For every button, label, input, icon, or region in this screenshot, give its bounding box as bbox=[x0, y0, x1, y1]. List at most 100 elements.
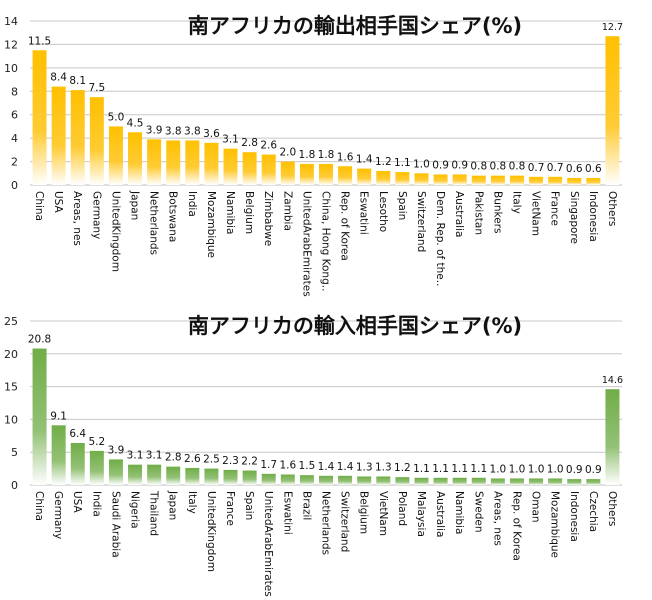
category-label: Japan bbox=[129, 190, 141, 220]
data-label: 1.1 bbox=[413, 463, 430, 475]
category-label: Czechia bbox=[587, 491, 599, 532]
export-bar bbox=[471, 175, 486, 185]
y-tick-label: 2 bbox=[11, 156, 18, 169]
export-bar bbox=[395, 172, 410, 185]
category-label: India bbox=[186, 191, 198, 217]
export-bar bbox=[376, 170, 391, 185]
export-bar bbox=[280, 161, 295, 185]
category-label: Switzerland bbox=[339, 491, 351, 552]
data-label: 1.4 bbox=[356, 154, 373, 166]
y-tick-label: 0 bbox=[11, 479, 18, 492]
data-label: 1.6 bbox=[337, 151, 354, 163]
category-label: UnitedArabEmirates bbox=[262, 491, 274, 597]
category-label: Indonesia bbox=[587, 191, 599, 242]
import-bar bbox=[108, 459, 123, 485]
category-label: France bbox=[549, 191, 561, 226]
data-label: 9.1 bbox=[50, 410, 67, 422]
data-label: 2.8 bbox=[165, 452, 182, 464]
data-label: 1.1 bbox=[432, 463, 449, 475]
export-bar bbox=[32, 50, 47, 186]
data-label: 8.4 bbox=[50, 72, 67, 84]
export-bar bbox=[357, 168, 372, 185]
import-bar bbox=[319, 475, 333, 485]
data-label: 0.8 bbox=[490, 161, 507, 173]
export-bar bbox=[185, 140, 200, 185]
export-bar bbox=[223, 148, 238, 185]
data-label: 0.7 bbox=[547, 162, 564, 174]
data-label: 2.5 bbox=[203, 454, 220, 466]
export-bar bbox=[548, 176, 563, 185]
export-bar bbox=[51, 86, 66, 185]
category-label: Sweden bbox=[472, 491, 484, 533]
export-bar bbox=[70, 90, 85, 185]
category-label: India bbox=[90, 491, 102, 517]
data-label: 6.4 bbox=[69, 428, 86, 440]
data-label: 7.5 bbox=[88, 82, 105, 94]
data-label: 3.1 bbox=[146, 450, 163, 462]
data-label: 0.9 bbox=[432, 159, 449, 171]
data-label: 2.3 bbox=[222, 455, 239, 467]
export-bar bbox=[567, 177, 582, 185]
category-label: Lesotho bbox=[377, 191, 389, 232]
export-bar bbox=[319, 163, 333, 185]
category-label: France bbox=[224, 491, 236, 526]
data-label: 11.5 bbox=[28, 35, 51, 47]
y-tick-label: 4 bbox=[11, 132, 18, 145]
data-label: 0.9 bbox=[566, 464, 583, 476]
export-bar bbox=[586, 177, 601, 185]
data-label: 1.8 bbox=[299, 149, 316, 161]
export-bar bbox=[529, 176, 544, 185]
export-bar bbox=[128, 132, 143, 185]
data-label: 1.1 bbox=[451, 463, 468, 475]
category-label: Switzerland bbox=[415, 191, 427, 252]
data-label: 12.7 bbox=[602, 22, 623, 33]
category-label: Others bbox=[606, 191, 618, 226]
category-label: Zimbabwe bbox=[262, 191, 274, 246]
data-label: 1.2 bbox=[375, 156, 392, 168]
import-bar bbox=[452, 477, 467, 485]
category-label: Italy bbox=[510, 191, 522, 214]
category-label: Germany bbox=[90, 191, 102, 239]
category-label: Pakistan bbox=[472, 191, 484, 235]
import-bar bbox=[376, 476, 391, 485]
data-label: 1.0 bbox=[509, 463, 526, 475]
import-bar bbox=[51, 425, 66, 485]
export-bar bbox=[204, 142, 219, 185]
data-label: 0.9 bbox=[451, 159, 468, 171]
data-label: 2.6 bbox=[260, 140, 277, 152]
category-label: UnitedArabEmirates bbox=[300, 191, 312, 297]
category-label: Brazil bbox=[300, 491, 312, 520]
export-bar bbox=[433, 174, 448, 185]
data-label: 4.5 bbox=[127, 117, 144, 129]
y-tick-label: 25 bbox=[4, 315, 18, 328]
category-label: Germany bbox=[52, 491, 64, 539]
category-label: Thailand bbox=[148, 490, 160, 536]
data-label: 5.0 bbox=[108, 111, 125, 123]
import-bar bbox=[586, 479, 601, 485]
import-bar bbox=[395, 477, 410, 485]
data-label: 1.4 bbox=[318, 461, 335, 473]
data-label: 2.0 bbox=[279, 147, 296, 159]
category-label: Eswatini bbox=[281, 491, 293, 535]
category-label: Indonesia bbox=[568, 491, 580, 542]
category-label: VietNam bbox=[377, 491, 389, 536]
export-bar bbox=[338, 166, 353, 185]
category-label: Netherlands bbox=[148, 191, 160, 255]
category-label: Dem. Rep. of the.. bbox=[434, 191, 446, 286]
export-bar bbox=[147, 139, 162, 185]
y-tick-label: 5 bbox=[11, 446, 18, 459]
import-bar bbox=[32, 348, 47, 485]
import-bar bbox=[166, 466, 181, 485]
data-label: 1.0 bbox=[547, 463, 564, 475]
category-label: Areas, nes bbox=[491, 491, 503, 546]
data-label: 1.6 bbox=[279, 460, 296, 472]
category-label: China, Hong Kong.. bbox=[320, 191, 332, 291]
import-bar bbox=[89, 450, 104, 485]
category-label: Oman bbox=[530, 491, 542, 523]
data-label: 1.4 bbox=[337, 461, 354, 473]
data-label: 3.1 bbox=[127, 450, 144, 462]
import-bar bbox=[433, 477, 448, 485]
category-label: Netherlands bbox=[320, 491, 332, 555]
import-bar bbox=[242, 470, 257, 485]
